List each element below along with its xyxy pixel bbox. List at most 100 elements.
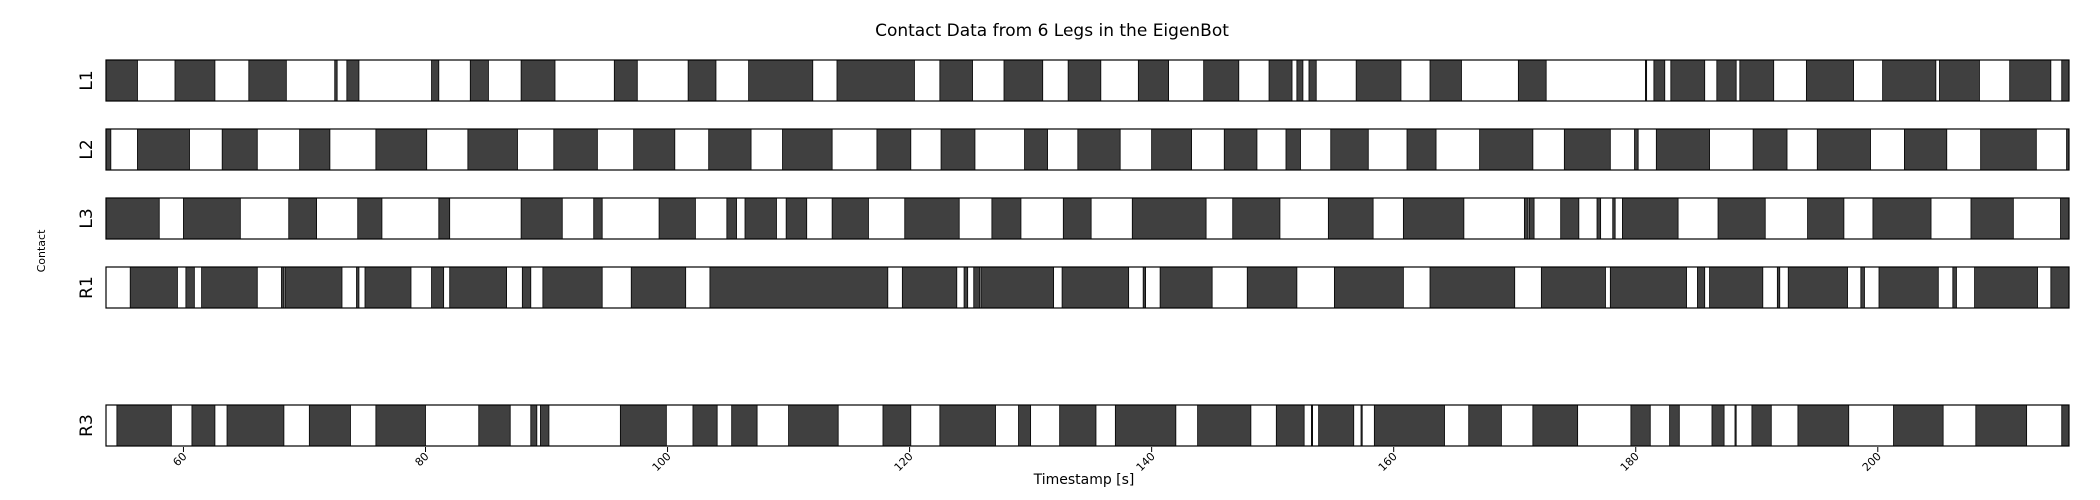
contact-bar [963,266,969,309]
contact-bar [1860,266,1865,309]
contact-bar [1882,59,1937,102]
contact-bar [1630,404,1651,447]
contact-bar [991,197,1022,240]
contact-bar [308,404,351,447]
contact-bar [1479,128,1534,171]
row-frame [105,197,2070,240]
contact-bar [1067,59,1102,102]
contact-bar [630,266,687,309]
contact-bar [1669,404,1680,447]
contact-bar [882,404,912,447]
contact-bar [709,266,889,309]
y-axis-label: Contact [35,229,48,272]
contact-bar [1077,128,1121,171]
contact-bar [2009,59,2052,102]
contact-bar [1751,404,1772,447]
contact-bar [939,59,973,102]
contact-bar [633,128,676,171]
contact-bar [137,128,190,171]
contact-bar [1878,266,1939,309]
contact-bar [1517,59,1547,102]
row-l2: L2 [77,128,2070,171]
contact-bar [1904,128,1948,171]
contact-bar [288,197,317,240]
contact-bar [2050,266,2070,309]
contact-bar [1634,128,1639,171]
contact-bar [334,59,338,102]
contact-bar [1330,128,1369,171]
contact-bar [1952,266,1957,309]
contact-bar [1734,404,1737,447]
row-frame [105,128,2070,171]
contact-bar [1655,128,1710,171]
contact-bar [449,266,507,309]
contact-bar [1373,404,1445,447]
contact-bar [901,266,958,309]
contact-bar [1970,197,2014,240]
row-frame [105,59,2070,102]
contact-bar [2061,404,2070,447]
chart-title: Contact Data from 6 Legs in the EigenBot [875,21,1229,41]
contact-bar [1137,59,1169,102]
contact-bar [973,266,981,309]
contact-bar [1059,404,1097,447]
contact-bar [1596,197,1602,240]
contact-bar [1406,128,1437,171]
contact-bar [1062,197,1092,240]
contact-bar [1318,404,1355,447]
x-tick-label: 200 [1860,450,1884,474]
contact-bar [1563,128,1611,171]
contact-bar [708,128,752,171]
contact-bar [1776,266,1781,309]
x-tick-label: 160 [1376,450,1400,474]
contact-bar [2060,197,2070,240]
contact-bar [1797,404,1850,447]
contact-bar [748,59,814,102]
contact-bar [478,404,511,447]
contact-bar [1268,59,1293,102]
contact-bar [357,197,383,240]
contact-bar [1151,128,1192,171]
contact-bar [553,128,598,171]
contact-bar [185,266,195,309]
contact-bar [284,266,343,309]
contact-bar [1805,59,1854,102]
contact-bar [785,197,808,240]
contact-bar [375,404,426,447]
contact-bar [431,266,445,309]
contact-bar [1355,59,1402,102]
contact-bar [116,404,172,447]
row-l3: L3 [77,197,2070,240]
contact-bar [346,59,360,102]
contact-bar [1540,266,1606,309]
contact-bar [530,404,538,447]
contact-bar [1131,197,1207,240]
contact-rows: L1 L2 L3 R1 R3 [77,59,2070,447]
contact-bar [1653,59,1666,102]
contact-bar [1308,59,1317,102]
contact-bar [1223,128,1258,171]
contact-bar [438,197,451,240]
row-frame [105,404,2070,447]
contact-bar [521,266,532,309]
contact-bar [1974,266,2038,309]
contact-bar [831,197,869,240]
contact-bar [1327,197,1374,240]
contact-bar [540,404,550,447]
contact-bar [2061,59,2070,102]
contact-bar [692,404,718,447]
contact-bar [1807,197,1845,240]
contact-bar [980,266,1055,309]
row-r3: R3 [77,404,2070,447]
contact-bar [1018,404,1032,447]
row-frame [105,266,2070,309]
contact-bar [105,59,138,102]
contact-bar [299,128,331,171]
contact-bar [1787,266,1848,309]
contact-bar [1429,59,1462,102]
row-label-l2: L2 [77,139,97,159]
row-r1: R1 [77,266,2070,309]
contact-bar [876,128,912,171]
row-label-r1: R1 [77,276,97,299]
